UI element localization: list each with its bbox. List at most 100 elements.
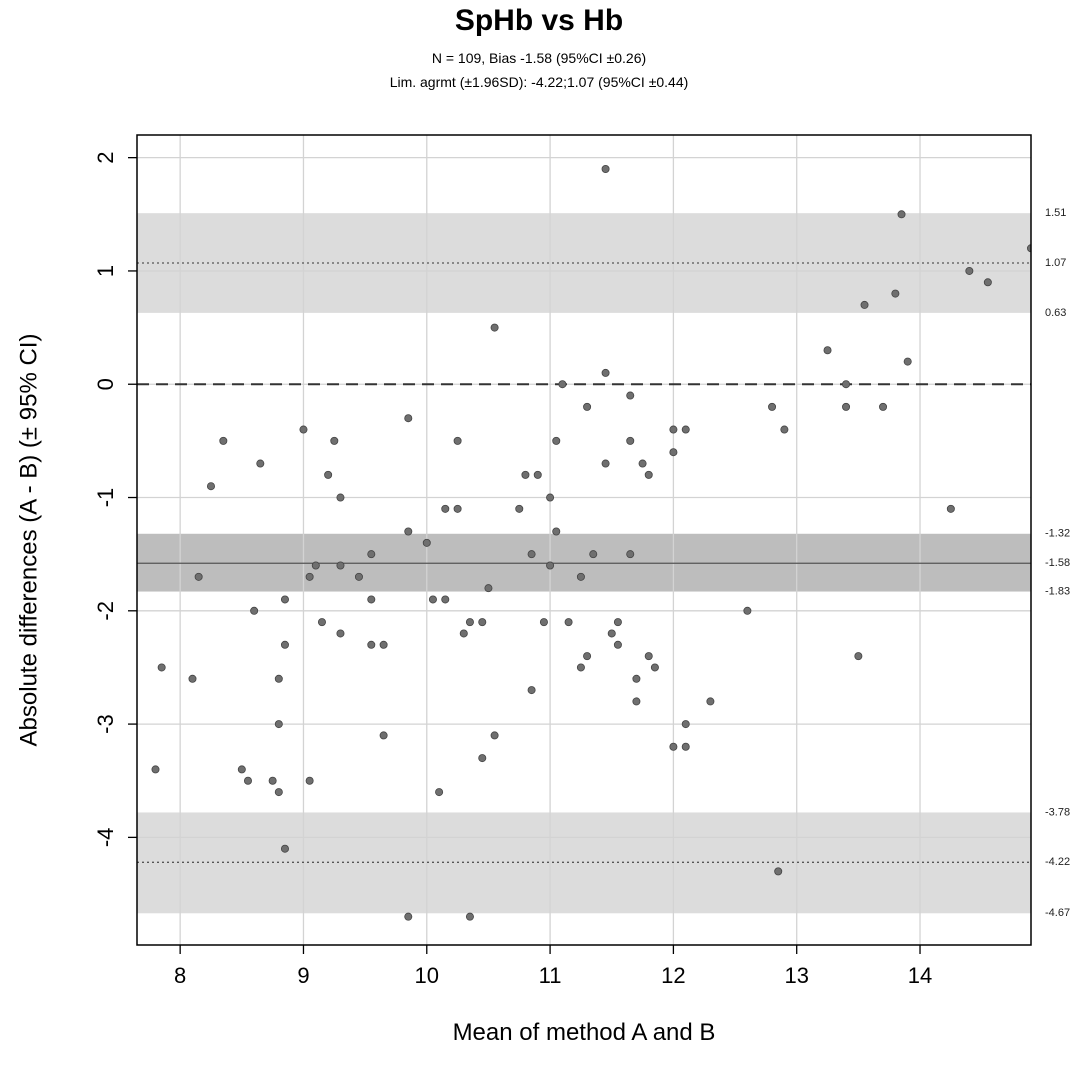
data-point (946, 504, 955, 513)
data-point (311, 561, 320, 570)
data-point (583, 652, 592, 661)
data-point (280, 844, 289, 853)
data-point (681, 720, 690, 729)
data-point (539, 618, 548, 627)
data-point (453, 436, 462, 445)
data-point (583, 402, 592, 411)
chart-title: SpHb vs Hb (454, 4, 624, 37)
data-point (151, 765, 160, 774)
data-point (669, 742, 678, 751)
data-point (490, 323, 499, 332)
data-point (490, 731, 499, 740)
data-point (681, 425, 690, 434)
data-point (379, 731, 388, 740)
data-point (601, 164, 610, 173)
reference-value-label: -1.83 (1045, 585, 1070, 597)
y-tick-label: -3 (93, 714, 118, 734)
data-point (706, 697, 715, 706)
data-point (317, 618, 326, 627)
data-point (274, 788, 283, 797)
data-point (891, 289, 900, 298)
data-point (367, 640, 376, 649)
data-point (465, 618, 474, 627)
x-tick-label: 12 (661, 963, 685, 988)
chart-subtitle-line-1: N = 109, Bias -1.58 (95%CI ±0.26) (431, 50, 647, 66)
data-point (515, 504, 524, 513)
data-point (527, 550, 536, 559)
data-point (188, 674, 197, 683)
data-point (546, 493, 555, 502)
data-point (459, 629, 468, 638)
reference-value-label: 1.07 (1045, 257, 1066, 269)
data-point (842, 380, 851, 389)
data-point (336, 629, 345, 638)
data-point (305, 776, 314, 785)
reference-value-label: 1.51 (1045, 207, 1066, 219)
data-point (546, 561, 555, 570)
plot-frame (136, 134, 1032, 946)
data-point (607, 629, 616, 638)
data-point (558, 380, 567, 389)
data-point (601, 368, 610, 377)
data-point (644, 470, 653, 479)
data-point (336, 561, 345, 570)
data-point (243, 776, 252, 785)
reference-value-label: -1.58 (1045, 557, 1070, 569)
data-point (638, 459, 647, 468)
y-tick-label: -2 (93, 601, 118, 621)
data-point (681, 742, 690, 751)
data-point (478, 754, 487, 763)
data-point (250, 606, 259, 615)
data-point (280, 595, 289, 604)
data-point (441, 504, 450, 513)
data-point (780, 425, 789, 434)
x-tick-label: 14 (908, 963, 932, 988)
data-point (644, 652, 653, 661)
x-axis-label: Mean of method A and B (453, 1019, 716, 1046)
data-point (903, 357, 912, 366)
data-point (219, 436, 228, 445)
reference-value-label: -3.78 (1045, 806, 1070, 818)
data-point (521, 470, 530, 479)
data-point (268, 776, 277, 785)
data-point (441, 595, 450, 604)
y-tick-label: -1 (93, 488, 118, 508)
data-point (626, 436, 635, 445)
data-point (669, 448, 678, 457)
data-point (404, 527, 413, 536)
x-tick-label: 11 (539, 963, 562, 988)
data-point (552, 527, 561, 536)
data-point (768, 402, 777, 411)
x-tick-label: 13 (784, 963, 808, 988)
data-point (299, 425, 308, 434)
data-point (842, 402, 851, 411)
y-tick-label: 2 (93, 152, 118, 164)
data-point (305, 572, 314, 581)
reference-value-label: -4.67 (1045, 907, 1070, 919)
data-point (589, 550, 598, 559)
reference-value-label: -4.22 (1045, 856, 1070, 868)
data-point (367, 595, 376, 604)
data-point (613, 640, 622, 649)
data-point (527, 686, 536, 695)
data-point (422, 538, 431, 547)
data-point (533, 470, 542, 479)
data-point (576, 663, 585, 672)
reference-value-label: 0.63 (1045, 307, 1066, 319)
data-point (330, 436, 339, 445)
data-point (435, 788, 444, 797)
data-point (632, 674, 641, 683)
data-point (478, 618, 487, 627)
data-point (897, 210, 906, 219)
x-tick-label: 10 (415, 963, 439, 988)
data-point (743, 606, 752, 615)
data-point (613, 618, 622, 627)
data-point (983, 278, 992, 287)
data-point (404, 414, 413, 423)
data-point (632, 697, 641, 706)
data-point (404, 912, 413, 921)
data-point (428, 595, 437, 604)
chart-subtitle-line-2: Lim. agrmt (±1.96SD): -4.22;1.07 (95%CI … (389, 74, 689, 90)
data-point (274, 674, 283, 683)
